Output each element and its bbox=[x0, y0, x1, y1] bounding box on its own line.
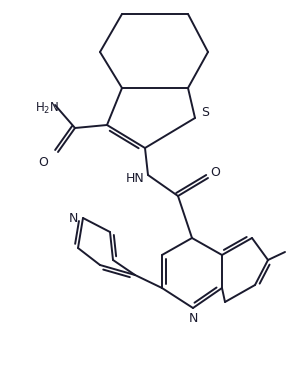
Text: S: S bbox=[201, 106, 209, 120]
Text: N: N bbox=[68, 211, 78, 224]
Text: O: O bbox=[38, 156, 48, 170]
Text: H$_2$N: H$_2$N bbox=[35, 100, 59, 115]
Text: HN: HN bbox=[126, 173, 144, 185]
Text: O: O bbox=[210, 167, 220, 179]
Text: N: N bbox=[188, 311, 198, 325]
